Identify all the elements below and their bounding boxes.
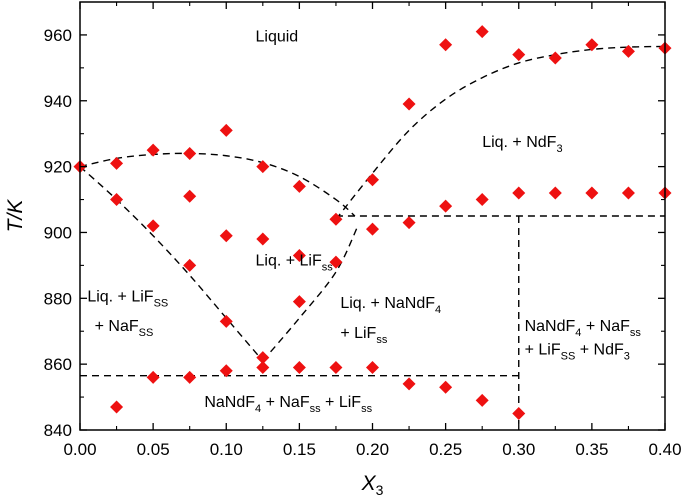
axes: 0.00 0.05 0.10 0.15 0.20 0.25 0.30 0.35 0.40 840 8… xyxy=(4,1,682,498)
y-tick-label: 960 xyxy=(44,26,72,45)
data-point xyxy=(366,173,379,187)
y-tick-label: 900 xyxy=(44,223,72,242)
region-labels: Liquid Liq. + NdF3 Liq. + LiFss Liq. + LiFS… xyxy=(87,29,641,415)
x-tick-label: 0.30 xyxy=(502,440,535,459)
y-axis-title: T/K xyxy=(4,199,27,233)
region-label: + LiFss xyxy=(340,325,388,346)
data-point xyxy=(439,380,453,394)
data-point xyxy=(329,360,343,374)
data-point xyxy=(329,255,343,269)
data-point xyxy=(475,393,489,407)
data-point xyxy=(621,44,635,58)
data-point xyxy=(366,222,379,236)
data-point xyxy=(548,186,562,200)
x-tick-label: 0.35 xyxy=(575,440,608,459)
data-point xyxy=(475,25,489,39)
data-point xyxy=(402,377,416,391)
region-label: + LiFSS + NdF3 xyxy=(525,341,630,362)
x-tick-label: 0.20 xyxy=(356,440,389,459)
data-point xyxy=(183,370,197,384)
y-tick-label: 840 xyxy=(44,421,72,440)
data-point xyxy=(402,97,416,111)
region-label: Liq. + LiFSS xyxy=(87,289,168,310)
data-point xyxy=(292,249,306,263)
region-label: NaNdF4 + NaFss + LiFss xyxy=(204,394,372,415)
x-tick-label: 0.25 xyxy=(429,440,462,459)
data-point xyxy=(219,123,233,137)
data-point xyxy=(292,360,306,374)
region-label: Liq. + NdF3 xyxy=(482,134,562,155)
data-point xyxy=(256,351,270,365)
data-point xyxy=(329,212,343,226)
data-point xyxy=(292,295,306,309)
data-point xyxy=(292,179,306,193)
data-point xyxy=(512,48,526,62)
data-point xyxy=(512,407,526,421)
data-point xyxy=(256,232,270,246)
y-tick-label: 920 xyxy=(44,158,72,177)
region-label: Liq. + LiFss xyxy=(256,252,334,273)
data-point xyxy=(110,193,124,207)
data-point xyxy=(219,364,233,378)
boundary-liquidus-NaF xyxy=(79,152,356,217)
data-point xyxy=(183,146,197,160)
data-point xyxy=(219,314,233,328)
data-point xyxy=(219,229,233,243)
y-tick-label: 860 xyxy=(44,355,72,374)
data-point xyxy=(183,189,197,203)
y-tick-label: 880 xyxy=(44,289,72,308)
data-point xyxy=(366,360,379,374)
region-label: Liq. + NaNdF4 xyxy=(340,295,441,316)
boundary-liquidus-NdF3 xyxy=(335,45,666,220)
region-label: + NaFSS xyxy=(95,318,154,339)
data-point xyxy=(402,216,416,230)
region-label: NaNdF4 + NaFss xyxy=(525,318,642,339)
data-point xyxy=(146,370,160,384)
data-point xyxy=(512,186,526,200)
data-point xyxy=(146,219,160,233)
x-tick-label: 0.15 xyxy=(283,440,316,459)
data-point xyxy=(256,160,270,174)
data-point xyxy=(110,400,124,414)
data-point xyxy=(110,156,124,170)
data-point xyxy=(621,186,635,200)
x-tick-label: 0.05 xyxy=(137,440,170,459)
data-points xyxy=(73,25,672,421)
data-point xyxy=(585,186,599,200)
data-point xyxy=(146,143,160,157)
x-tick-label: 0.00 xyxy=(63,440,96,459)
data-point xyxy=(475,193,489,207)
data-point xyxy=(585,38,599,52)
data-point xyxy=(548,51,562,65)
x-axis-title: X3 xyxy=(361,472,384,498)
data-point xyxy=(439,199,453,213)
y-tick-label: 940 xyxy=(44,92,72,111)
data-point xyxy=(439,38,453,52)
data-point xyxy=(183,258,197,272)
boundary-liquidus-LiF-right xyxy=(262,225,359,362)
region-label: Liquid xyxy=(256,29,299,46)
x-tick-label: 0.10 xyxy=(210,440,243,459)
x-tick-label: 0.40 xyxy=(648,440,681,459)
data-point xyxy=(256,360,270,374)
